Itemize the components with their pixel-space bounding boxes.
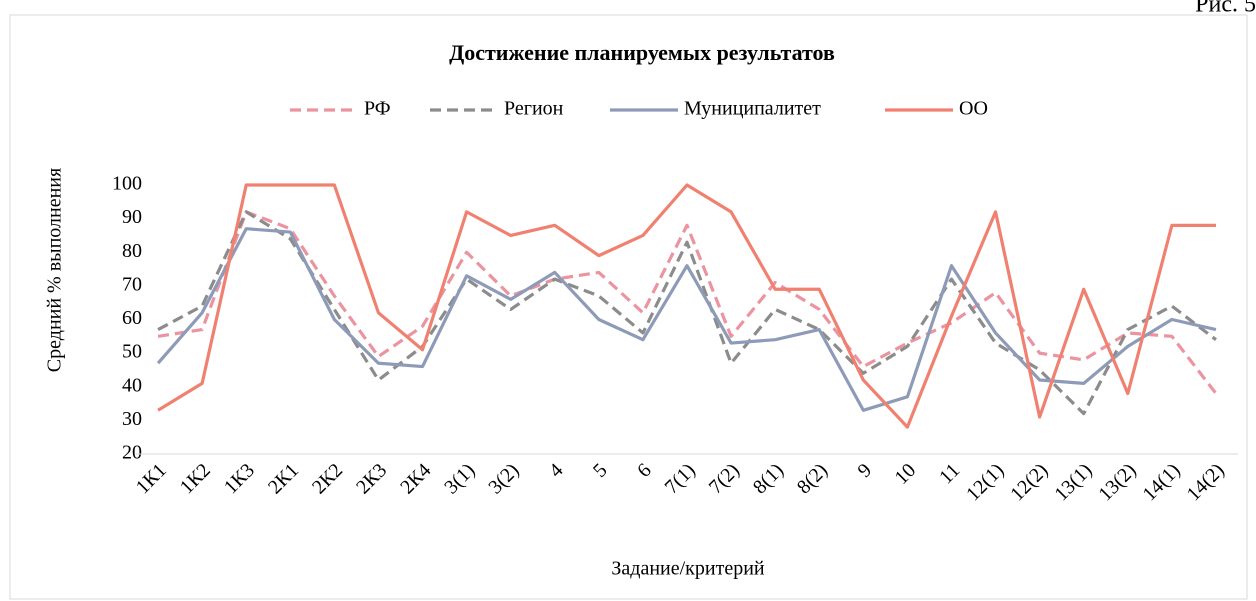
y-tick-label: 20 bbox=[122, 442, 142, 464]
legend-label: Муниципалитет bbox=[684, 98, 821, 120]
series-line bbox=[156, 227, 1217, 412]
series-line bbox=[157, 183, 1216, 429]
y-axis-title: Средний % выполнения bbox=[44, 168, 66, 372]
y-tick-label: 50 bbox=[122, 341, 142, 363]
y-tick-label: 100 bbox=[112, 173, 142, 195]
legend-label: РФ bbox=[364, 98, 391, 120]
chart-title: Достижение планируемых результатов bbox=[449, 40, 835, 65]
y-tick-label: 40 bbox=[122, 374, 142, 396]
y-tick-label: 70 bbox=[122, 273, 142, 295]
y-tick-label: 90 bbox=[122, 206, 142, 228]
x-axis-title: Задание/критерий bbox=[611, 558, 765, 580]
y-tick-label: 30 bbox=[122, 408, 142, 430]
y-tick-label: 80 bbox=[122, 240, 142, 262]
y-tick-label: 60 bbox=[122, 307, 142, 329]
series-line bbox=[157, 210, 1217, 416]
legend-label: ОО bbox=[959, 98, 988, 120]
series-line bbox=[157, 210, 1218, 395]
legend-label: Регион bbox=[504, 98, 564, 120]
chart-frame bbox=[9, 14, 1248, 600]
figure-caption: Рис. 5 bbox=[1195, 0, 1256, 18]
